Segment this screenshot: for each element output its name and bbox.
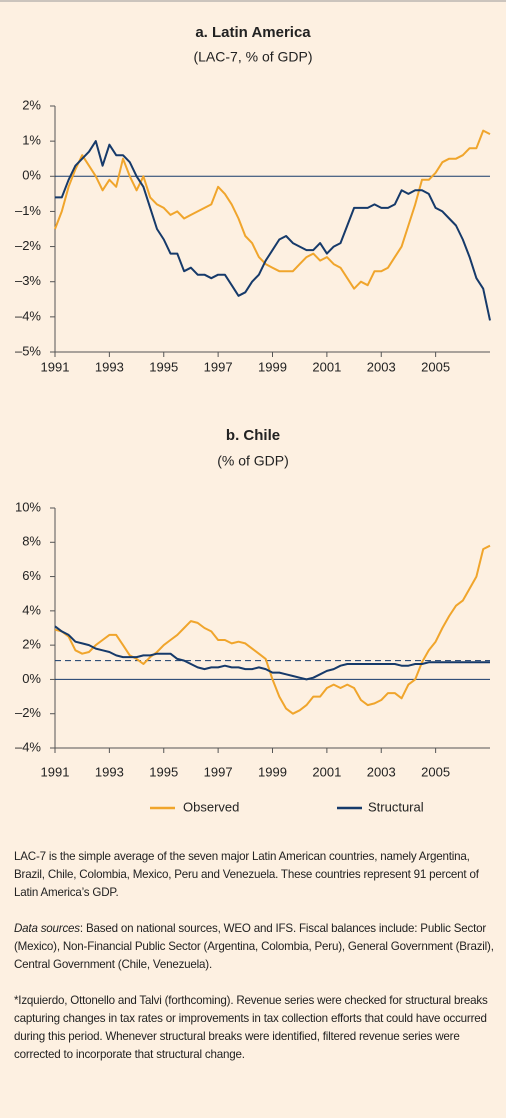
x-tick-label: 1991 [41, 764, 70, 779]
chart-title: b. Chile [226, 427, 280, 444]
legend-label: Structural [368, 799, 424, 814]
y-tick-label: 0% [22, 168, 41, 183]
chart-subtitle: (% of GDP) [217, 453, 289, 469]
y-tick-label: 4% [22, 602, 41, 617]
y-tick-label: –2% [15, 705, 41, 720]
notes: LAC-7 is the simple average of the seven… [14, 848, 498, 1070]
x-tick-label: 2005 [421, 359, 450, 374]
note-text: : Based on national sources, WEO and IFS… [14, 922, 494, 971]
y-tick-label: 2% [22, 637, 41, 652]
y-tick-label: 1% [22, 133, 41, 148]
charts: a. Latin America (LAC-7, % of GDP) 2% 1% 0% –… [0, 0, 506, 814]
y-tick-label: –3% [15, 273, 41, 288]
y-tick-label: –4% [15, 308, 41, 323]
y-tick-label: 8% [22, 534, 41, 549]
chart-subtitle: (LAC-7, % of GDP) [193, 49, 312, 65]
x-tick-label: 1995 [149, 359, 178, 374]
y-tick-label: 6% [22, 568, 41, 583]
note-label: Data sources [14, 922, 80, 935]
x-tick-label: 1999 [258, 764, 287, 779]
series-line [55, 140, 491, 321]
y-tick-label: –5% [15, 343, 41, 358]
note: *Izquierdo, Ottonello and Talvi (forthco… [14, 992, 498, 1064]
x-tick-label: 2003 [367, 764, 396, 779]
x-tick-label: 1995 [149, 764, 178, 779]
chart-title: a. Latin America [195, 24, 311, 41]
x-tick-label: 2001 [312, 359, 341, 374]
y-tick-label: –1% [15, 203, 41, 218]
y-tick-label: 0% [22, 671, 41, 686]
y-tick-label: 10% [15, 499, 41, 514]
x-tick-label: 2003 [367, 359, 396, 374]
note: Data sources: Based on national sources,… [14, 920, 498, 974]
series-line [54, 129, 491, 290]
x-tick-label: 1997 [204, 359, 233, 374]
note-text: *Izquierdo, Ottonello and Talvi (forthco… [14, 994, 488, 1061]
x-tick-label: 2005 [421, 764, 450, 779]
y-tick-label: 2% [22, 97, 41, 112]
x-tick-label: 2001 [312, 764, 341, 779]
note: LAC-7 is the simple average of the seven… [14, 848, 498, 902]
y-tick-label: –4% [15, 739, 41, 754]
series-line [54, 625, 490, 681]
x-tick-label: 1999 [258, 359, 287, 374]
x-tick-label: 1991 [41, 359, 70, 374]
note-text: LAC-7 is the simple average of the seven… [14, 850, 479, 899]
series-line [54, 544, 491, 715]
x-tick-label: 1997 [204, 764, 233, 779]
legend-label: Observed [183, 799, 239, 814]
x-tick-label: 1993 [95, 764, 124, 779]
y-tick-label: –2% [15, 238, 41, 253]
x-tick-label: 1993 [95, 359, 124, 374]
